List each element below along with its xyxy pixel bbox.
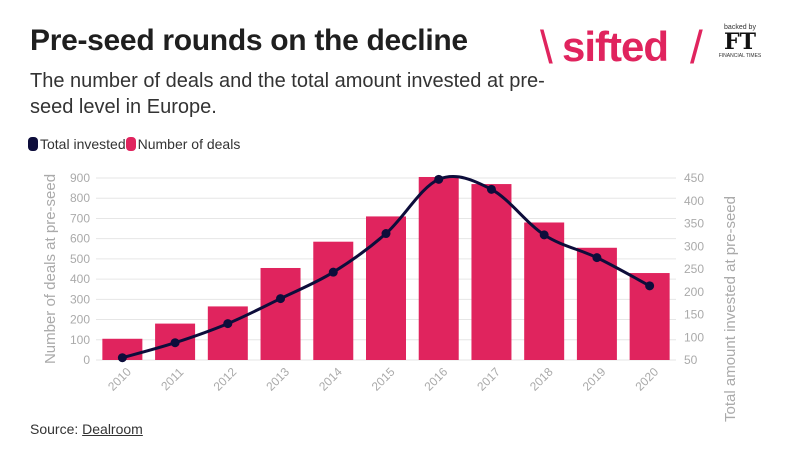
x-tick-label: 2014 xyxy=(316,365,345,394)
total-invested-point-2011 xyxy=(170,338,180,348)
y-tick-label-left: 100 xyxy=(70,333,90,347)
x-tick-label: 2017 xyxy=(474,365,503,394)
total-invested-point-2019 xyxy=(592,253,602,263)
y-tick-label-left: 200 xyxy=(70,313,90,327)
sifted-logo: \ sifted / backed by FT FINANCIAL TIMES xyxy=(540,22,780,74)
y-tick-label-left: 700 xyxy=(70,211,90,225)
chart-title: Pre-seed rounds on the decline xyxy=(30,24,468,57)
chart-subtitle: The number of deals and the total amount… xyxy=(30,70,545,118)
bar-series xyxy=(102,176,670,360)
y-tick-label-left: 300 xyxy=(70,292,90,306)
total-invested-point-2020 xyxy=(645,281,655,291)
x-tick-label: 2015 xyxy=(369,365,398,394)
y-tick-label-left: 800 xyxy=(70,191,90,205)
source-note: Source: Dealroom xyxy=(30,421,143,437)
logo-wordmark: sifted xyxy=(562,23,669,70)
x-tick-label: 2011 xyxy=(158,365,186,393)
x-tick-label: 2016 xyxy=(422,365,451,394)
y-tick-label-right: 100 xyxy=(684,330,704,344)
y-tick-label-right: 300 xyxy=(684,239,704,253)
total-invested-point-2017 xyxy=(486,184,496,194)
x-tick-label: 2013 xyxy=(263,365,292,394)
y-tick-label-right: 50 xyxy=(684,353,698,367)
y-tick-label-left: 400 xyxy=(70,272,90,286)
source-label: Source: xyxy=(30,421,79,437)
total-invested-point-2014 xyxy=(328,267,338,277)
line-series xyxy=(117,174,655,363)
y-tick-label-right: 250 xyxy=(684,262,704,276)
total-invested-point-2018 xyxy=(539,230,549,240)
bar-2019 xyxy=(576,247,617,360)
x-tick-label: 2012 xyxy=(211,365,240,394)
bar-2015 xyxy=(366,216,406,360)
bar-2017 xyxy=(471,184,512,360)
total-invested-point-2010 xyxy=(117,353,127,363)
y-axis-title-right: Total amount invested at pre-seed xyxy=(722,196,739,422)
source-link[interactable]: Dealroom xyxy=(82,421,143,437)
logo-slash-left: \ xyxy=(540,21,553,73)
ft-name: FINANCIAL TIMES xyxy=(718,53,762,59)
x-tick-label: 2019 xyxy=(580,365,609,394)
chart-legend: Total invested Number of deals xyxy=(28,136,240,152)
y-tick-label-left: 600 xyxy=(70,232,90,246)
bar-2018 xyxy=(524,222,565,360)
y-tick-label-left: 900 xyxy=(70,171,90,185)
total-invested-point-2016 xyxy=(434,174,444,184)
y-tick-label-right: 200 xyxy=(684,285,704,299)
ft-badge: backed by FT FINANCIAL TIMES xyxy=(715,24,765,59)
legend-label-total-invested: Total invested xyxy=(40,136,126,152)
y-tick-label-right: 150 xyxy=(684,308,704,322)
x-tick-label: 2018 xyxy=(527,365,556,394)
y-tick-label-right: 450 xyxy=(684,171,704,185)
ft-backed-by: backed by xyxy=(724,24,756,31)
total-invested-point-2013 xyxy=(276,294,286,304)
y-axis-title-left: Number of deals at pre-seed xyxy=(42,174,59,364)
y-tick-label-right: 400 xyxy=(684,194,704,208)
bar-2012 xyxy=(207,306,248,360)
total-invested-point-2015 xyxy=(381,229,391,239)
bar-2014 xyxy=(313,241,354,360)
y-tick-label-left: 0 xyxy=(83,353,90,367)
x-tick-label: 2010 xyxy=(105,365,134,394)
legend-item-number-of-deals[interactable]: Number of deals xyxy=(125,136,241,152)
legend-item-total-invested[interactable]: Total invested xyxy=(28,136,126,152)
bar-2016 xyxy=(418,176,459,360)
ft-logo-mark: FT xyxy=(724,29,756,55)
legend-swatch-line xyxy=(28,137,38,151)
legend-swatch-bar xyxy=(125,137,136,151)
total-invested-point-2012 xyxy=(223,319,233,329)
y-tick-label-left: 500 xyxy=(70,252,90,266)
x-tick-label: 2020 xyxy=(632,365,661,394)
bar-2013 xyxy=(260,267,301,360)
y-tick-label-right: 350 xyxy=(684,217,704,231)
logo-slash-right: / xyxy=(690,21,703,73)
legend-label-number-of-deals: Number of deals xyxy=(137,136,241,152)
